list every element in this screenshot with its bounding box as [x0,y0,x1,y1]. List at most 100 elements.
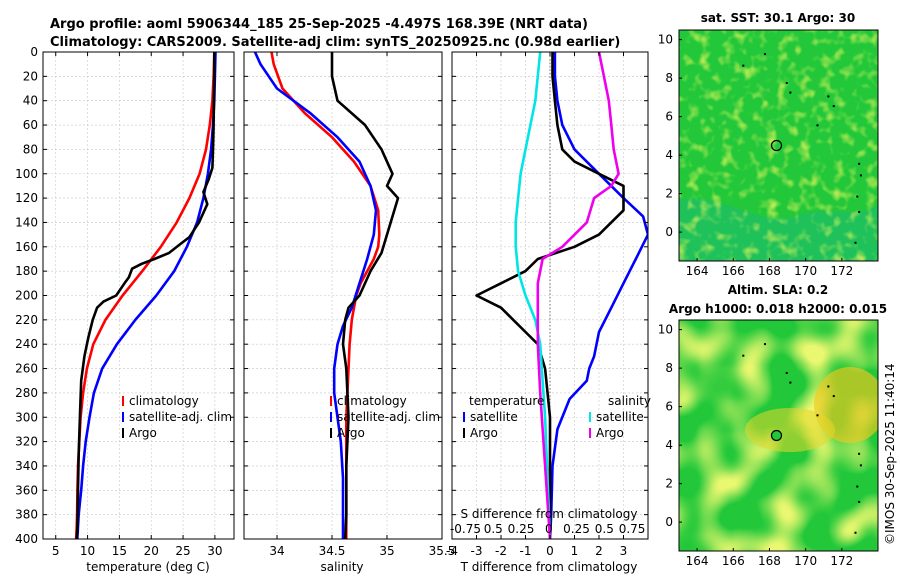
imos-credit: ©IMOS 30-Sep-2025 11:40:14 [883,363,897,545]
island-speck [858,210,861,213]
legend-title-salinity: salinity [608,394,651,408]
differences-series [475,52,648,539]
series-line-satellite-adj-clim [76,52,217,539]
salinity-xlabel: salinity [320,560,363,574]
map-y-tick-label: 0 [665,225,673,239]
argo-position-marker [770,139,783,152]
map-y-tick-label: 0 [665,515,673,529]
legend-swatch-s-satellite [589,412,591,422]
legend-label-satellite: satellite-adj. clim [337,410,440,424]
figure-title-line2: Climatology: CARS2009. Satellite-adj cli… [50,35,620,50]
legend-label-climatology: climatology [129,394,199,408]
map-y-tick-label: 6 [665,400,673,414]
sla-map-title: Altim. SLA: 0.2 [728,283,829,297]
salinity-series [253,52,400,539]
y-tick-label: 260 [15,362,38,376]
island-speck [856,485,859,488]
x-tick-label: 10 [80,544,95,558]
series-line-temperature-argo [475,52,625,539]
sla-map-subtitle: Argo h1000: 0.018 h2000: 0.015 [669,302,887,316]
island-speck [858,162,861,165]
island-speck [742,64,745,67]
s-diff-tick-label: -0.75 [450,522,481,536]
legend-swatch-t-satellite [463,412,465,422]
legend-label-s-argo: Argo [596,426,624,440]
y-tick-label: 160 [15,240,38,254]
y-tick-label: 100 [15,167,38,181]
island-speck [859,174,862,177]
island-speck [785,81,788,84]
map-x-tick-label: 166 [722,554,745,568]
legend-swatch-satellite [330,412,332,422]
y-tick-label: 140 [15,215,38,229]
s-diff-tick-label: 0.5 [595,522,614,536]
y-tick-label: 400 [15,532,38,546]
map-y-tick-label: 2 [665,187,673,201]
temperature-panel: 5 10 15 20 25 3002040608010012014016018020022… [15,45,235,558]
x-tick-label: 3 [620,544,628,558]
island-speck [858,452,861,455]
sla-map-frame [678,319,879,552]
legend-swatch-argo [330,428,332,438]
island-speck [789,381,792,384]
y-tick-label: 220 [15,313,38,327]
island-speck [859,464,862,467]
y-tick-label: 20 [23,69,38,83]
salinity-legend: climatology satellite-adj. clim Argo [330,394,440,440]
map-y-tick-label: 8 [665,361,673,375]
legend-label-argo: Argo [129,426,157,440]
island-speck [832,105,835,108]
x-tick-label: 2 [595,544,603,558]
s-diff-tick-label: 0 [545,522,553,536]
island-speck [858,500,861,503]
x-tick-label: -2 [495,544,507,558]
x-tick-label: 5 [52,544,60,558]
map-y-tick-label: 4 [665,438,673,452]
y-tick-label: 180 [15,264,38,278]
legend-swatch-climatology [122,396,124,406]
temperature-xlabel: temperature (deg C) [86,560,209,574]
y-tick-label: 40 [23,94,38,108]
y-tick-label: 120 [15,191,38,205]
legend-title-temperature: temperature [469,394,544,408]
map-x-tick-label: 170 [794,554,817,568]
figure-title-line1: Argo profile: aoml 5906344_185 25-Sep-20… [50,17,588,32]
map-y-tick-label: 8 [665,71,673,85]
x-tick-label: 0 [546,544,554,558]
island-speck [785,371,788,374]
series-line-satellite-adj-clim [253,52,378,539]
map-x-tick-label: 172 [830,264,853,278]
island-speck [827,95,830,98]
x-tick-label: -1 [520,544,532,558]
x-tick-label: 34 [269,544,284,558]
legend-label-t-argo: Argo [470,426,498,440]
sst-map-title: sat. SST: 30.1 Argo: 30 [701,11,855,25]
series-line-climatology [270,52,381,539]
map-x-tick-label: 168 [758,264,781,278]
map-y-tick-label: 4 [665,148,673,162]
map-x-tick-label: 164 [686,264,709,278]
s-diff-tick-label: 0.5 [484,522,503,536]
island-speck [856,195,859,198]
series-line-argo [75,52,216,539]
map-x-tick-label: 168 [758,554,781,568]
island-speck [742,354,745,357]
legend-label-satellite: satellite-adj. clim [129,410,232,424]
legend-swatch-t-argo [463,428,465,438]
legend-label-argo: Argo [337,426,365,440]
y-tick-label: 80 [23,142,38,156]
series-line-temperature-satellite [548,52,648,539]
island-speck [827,385,830,388]
y-tick-label: 200 [15,289,38,303]
legend-label-t-satellite: satellite [470,410,518,424]
s-diff-tick-label: 0.25 [508,522,535,536]
legend-swatch-climatology [330,396,332,406]
map-y-tick-label: 6 [665,110,673,124]
island-speck [816,124,819,127]
s-diff-tick-label: 0.25 [563,522,590,536]
y-tick-label: 360 [15,483,38,497]
island-speck [764,53,767,56]
x-tick-label: 20 [144,544,159,558]
series-line-salinity-argo [536,52,620,539]
